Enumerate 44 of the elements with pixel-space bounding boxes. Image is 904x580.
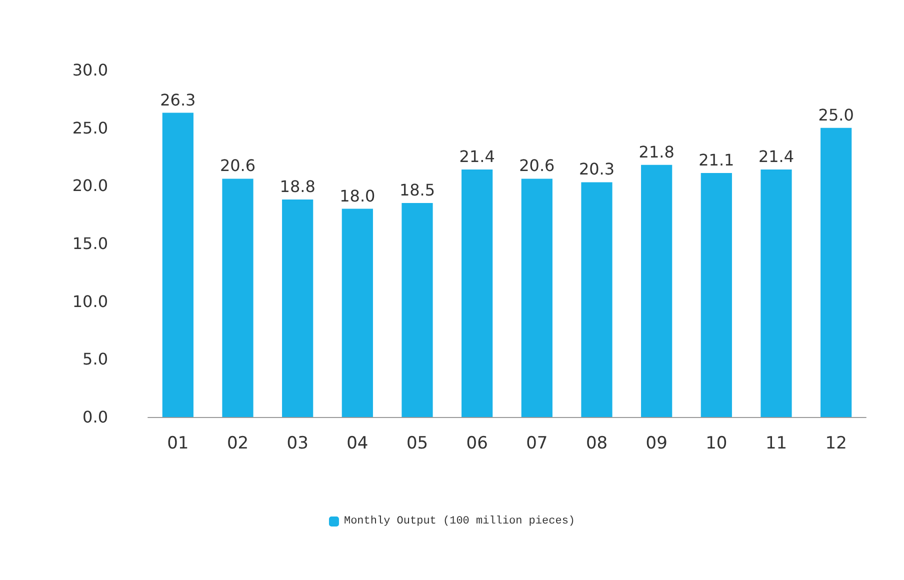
bar <box>820 128 852 417</box>
x-tick-label: 11 <box>765 434 788 454</box>
x-tick-label: 02 <box>226 434 249 454</box>
y-tick-label: 10.0 <box>72 292 108 311</box>
x-tick-label: 01 <box>167 434 189 454</box>
data-label: 20.6 <box>519 156 555 176</box>
data-label: 20.3 <box>578 160 615 179</box>
data-label: 21.1 <box>698 150 734 170</box>
x-tick-label: 09 <box>646 434 668 454</box>
bar <box>222 178 254 417</box>
bar <box>700 172 732 417</box>
x-tick-label: 06 <box>466 434 488 454</box>
data-label: 21.4 <box>459 146 495 166</box>
bar <box>581 182 612 417</box>
y-tick-label: 25.0 <box>72 118 108 138</box>
bar <box>641 164 672 417</box>
data-label: 21.8 <box>638 142 674 162</box>
data-label: 25.0 <box>818 105 854 124</box>
data-label: 26.3 <box>160 90 196 110</box>
bar <box>402 203 433 417</box>
y-tick-label: 0.0 <box>82 408 108 426</box>
bar <box>342 208 373 417</box>
bar <box>462 169 493 417</box>
bar <box>760 169 792 417</box>
bar <box>282 200 314 417</box>
x-tick-label: 05 <box>406 434 428 454</box>
data-label: 18.5 <box>399 180 436 200</box>
y-tick-label: 30.0 <box>72 60 108 80</box>
bar <box>521 178 552 417</box>
data-label: 21.4 <box>758 146 794 166</box>
x-tick-label: 03 <box>286 434 308 454</box>
x-tick-label: 10 <box>706 434 728 454</box>
data-label: 20.6 <box>220 156 256 176</box>
y-tick-label: 15.0 <box>72 234 108 253</box>
data-label: 18.8 <box>280 177 316 196</box>
bar <box>162 112 194 417</box>
x-tick-label: 07 <box>526 434 548 454</box>
x-tick-label: 08 <box>586 434 608 454</box>
y-tick-label: 20.0 <box>72 176 108 196</box>
x-tick-label: 12 <box>825 434 847 454</box>
y-tick-label: 5.0 <box>82 350 108 369</box>
x-tick-label: 04 <box>346 434 368 454</box>
legend-label: Monthly Output (100 million pieces) <box>344 516 576 528</box>
data-label: 18.0 <box>340 186 376 206</box>
